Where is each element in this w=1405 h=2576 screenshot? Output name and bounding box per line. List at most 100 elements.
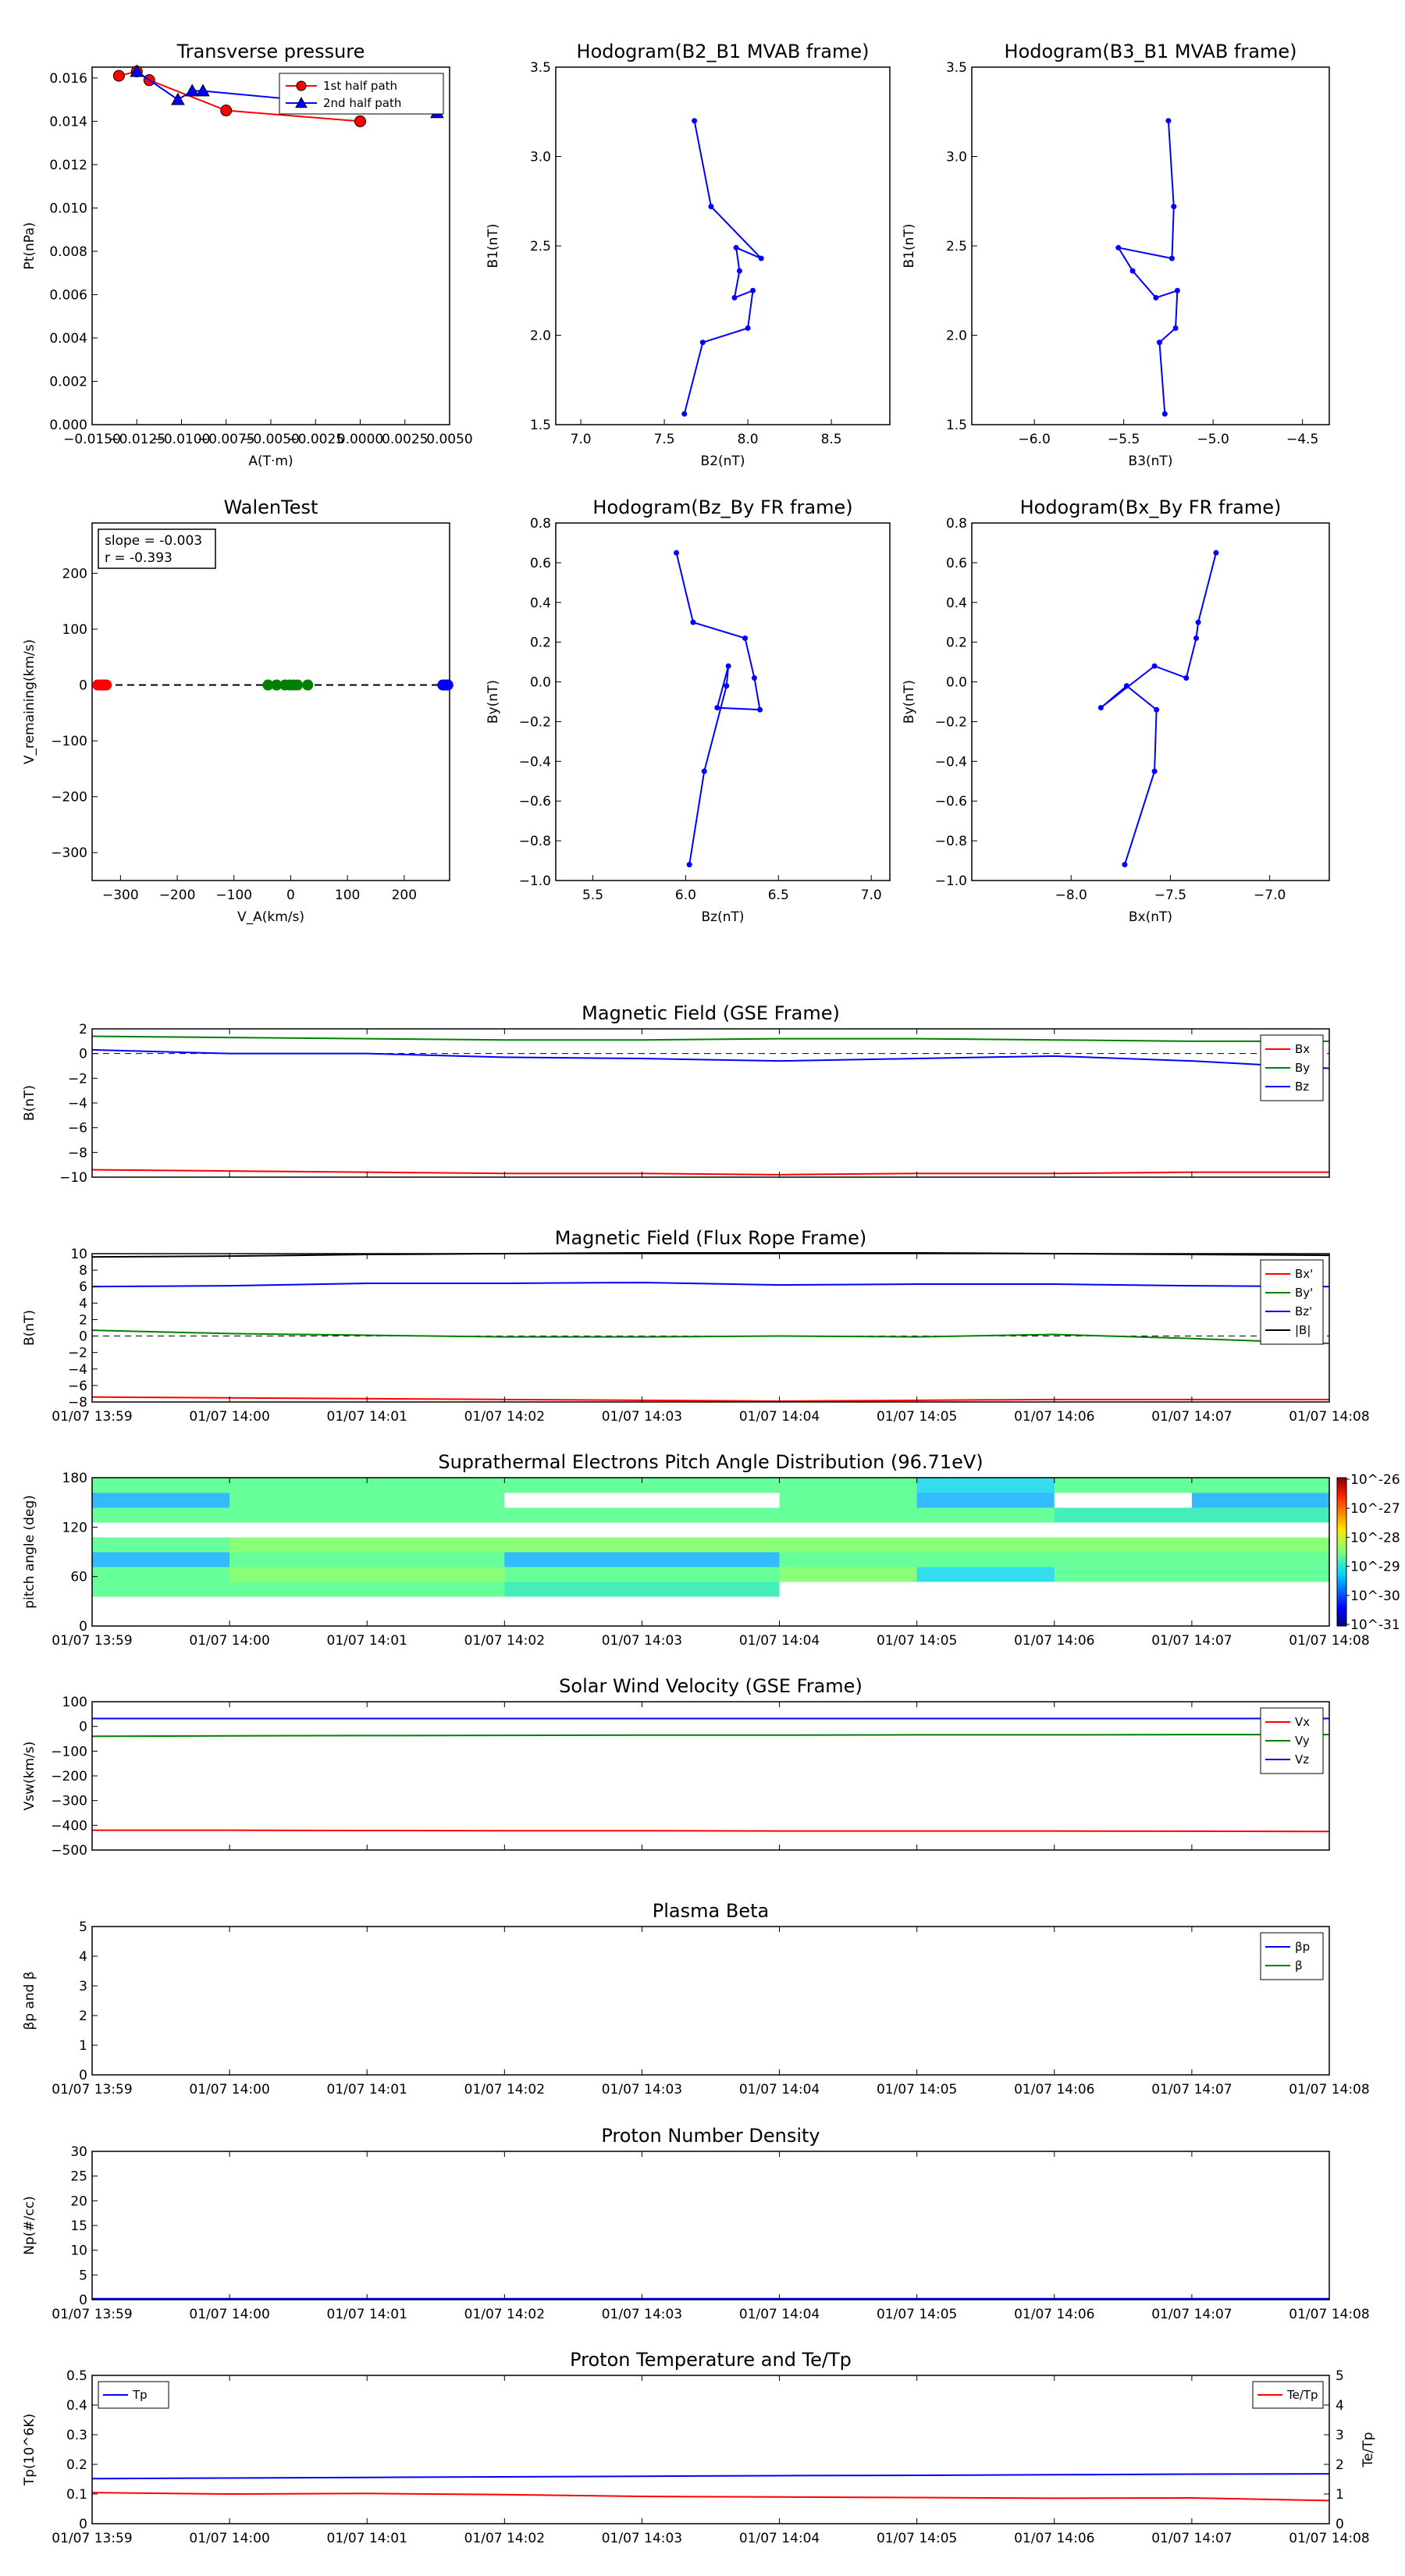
heatmap-cell xyxy=(367,1582,505,1597)
y-tick-label: −1.0 xyxy=(935,873,967,889)
y-axis-label: By(nT) xyxy=(486,680,501,724)
x-tick-label: 01/07 14:05 xyxy=(877,1633,957,1649)
y-tick-label: 4 xyxy=(79,1949,87,1965)
data-point xyxy=(745,325,751,331)
heatmap-cell xyxy=(779,1537,918,1553)
heatmap-cell xyxy=(367,1552,505,1567)
data-point xyxy=(1151,663,1158,669)
heatmap-cell xyxy=(642,1493,781,1508)
legend-label: 1st half path xyxy=(323,79,397,93)
y-tick-label: 1.5 xyxy=(530,418,551,433)
x-tick-label: −0.0100 xyxy=(153,432,211,447)
legend-label: β xyxy=(1295,1959,1303,1973)
data-point xyxy=(1183,674,1190,681)
x-tick-label: −7.0 xyxy=(1254,888,1286,903)
y-axis-label: B(nT) xyxy=(22,1085,37,1121)
series-line xyxy=(91,1281,1330,1288)
plot-frame xyxy=(91,66,450,425)
y-tick-label: −100 xyxy=(51,1744,87,1759)
y-tick-label: −2 xyxy=(68,1346,87,1361)
colorbar-label: 10^-31 xyxy=(1350,1617,1400,1633)
y-axis-label: pitch angle (deg) xyxy=(22,1495,37,1609)
legend-label: 2nd half path xyxy=(323,96,401,110)
x-tick-label: 01/07 14:05 xyxy=(877,2531,957,2546)
x-tick-label: 01/07 14:04 xyxy=(739,1409,820,1425)
x-tick-label: 01/07 14:04 xyxy=(739,2082,820,2097)
heatmap-cell xyxy=(642,1582,781,1597)
heatmap-cell xyxy=(92,1507,230,1523)
x-tick-label: 01/07 13:59 xyxy=(52,1633,132,1649)
x-tick-label: 01/07 14:02 xyxy=(464,2531,545,2546)
y-tick-label: 0.0 xyxy=(530,675,551,691)
plot-frame xyxy=(971,66,1330,425)
y-tick-label: −400 xyxy=(51,1818,87,1834)
chart-pad: Suprathermal Electrons Pitch Angle Distr… xyxy=(22,1451,1400,1649)
data-point xyxy=(750,287,756,294)
data-point xyxy=(292,679,304,691)
heatmap-cell xyxy=(1054,1522,1193,1538)
y-tick-label: 0.010 xyxy=(49,201,87,216)
chart-title: Magnetic Field (GSE Frame) xyxy=(582,1002,840,1024)
legend-label: Bz' xyxy=(1295,1304,1312,1318)
y-tick-label: 0.2 xyxy=(530,635,551,651)
x-tick-label: −4.5 xyxy=(1286,432,1318,447)
x-tick-label: 01/07 14:08 xyxy=(1289,1409,1369,1425)
y-tick-label: 10 xyxy=(70,2243,87,2259)
y-tick-label: −0.4 xyxy=(935,754,967,770)
x-tick-label: 01/07 13:59 xyxy=(52,2531,132,2546)
series-line xyxy=(91,1035,1329,1042)
y-tick-label: −0.6 xyxy=(519,794,551,809)
data-point xyxy=(1213,550,1219,556)
x-tick-label: 01/07 14:08 xyxy=(1289,2082,1369,2097)
heatmap-cell xyxy=(1191,1507,1330,1523)
x-tick-label: 01/07 14:01 xyxy=(327,1409,407,1425)
chart-title: Magnetic Field (Flux Rope Frame) xyxy=(555,1227,866,1249)
x-axis-label: Bz(nT) xyxy=(701,909,744,925)
x-tick-label: 01/07 14:01 xyxy=(327,2307,407,2322)
y-tick-label: −300 xyxy=(51,845,87,861)
x-axis-label: V_A(km/s) xyxy=(237,909,304,925)
data-point xyxy=(1172,325,1179,331)
data-point xyxy=(1151,768,1158,774)
data-point xyxy=(295,96,308,109)
heatmap-cell xyxy=(916,1522,1055,1538)
heatmap-cell xyxy=(229,1493,368,1508)
legend: βp β xyxy=(1260,1932,1324,1980)
heatmap-cell xyxy=(92,1478,230,1493)
y-tick-label: 5 xyxy=(79,1920,87,1935)
y-tick-label: 0.008 xyxy=(49,244,87,260)
heatmap-cell xyxy=(642,1522,781,1538)
heatmap-cell xyxy=(779,1582,918,1597)
data-point xyxy=(296,80,307,91)
heatmap-cell xyxy=(504,1522,642,1538)
y-tick-label: 0 xyxy=(79,1619,87,1635)
y-tick-label: 2.5 xyxy=(946,239,967,254)
chart-title: Hodogram(Bz_By FR frame) xyxy=(592,496,852,518)
data-point xyxy=(699,340,706,346)
heatmap-cell xyxy=(1054,1582,1193,1597)
x-tick-label: −100 xyxy=(215,888,252,903)
legend-label: Bz xyxy=(1295,1080,1309,1094)
y-tick-label: 0.4 xyxy=(946,596,967,611)
y-tick-label: 0 xyxy=(79,1329,87,1345)
heatmap-cell xyxy=(92,1582,230,1597)
legend: Bx By Bz xyxy=(1260,1034,1324,1101)
heatmap-cell xyxy=(229,1522,368,1538)
y-tick-label: −200 xyxy=(51,1769,87,1784)
heatmap-cell xyxy=(1191,1552,1330,1567)
heatmap-cell xyxy=(1191,1522,1330,1538)
data-point xyxy=(692,118,698,124)
y-tick-label: −4 xyxy=(68,1362,87,1378)
colorbar-label: 10^-30 xyxy=(1350,1589,1400,1604)
y-tick-label: 15 xyxy=(70,2218,87,2234)
y-tick-label: 0.002 xyxy=(49,374,87,390)
y-tick-label: 0 xyxy=(79,2293,87,2308)
y-tick-label: 25 xyxy=(70,2169,87,2185)
y-axis-label: βp and β xyxy=(22,1971,37,2030)
y-tick-label: 0.000 xyxy=(49,418,87,433)
y-tick-label: 2 xyxy=(79,1022,87,1037)
colorbar-label: 10^-27 xyxy=(1350,1501,1400,1517)
x-tick-label: 01/07 14:07 xyxy=(1151,1409,1232,1425)
y-tick-label: 0.4 xyxy=(530,596,551,611)
legend-label: By xyxy=(1295,1061,1310,1075)
